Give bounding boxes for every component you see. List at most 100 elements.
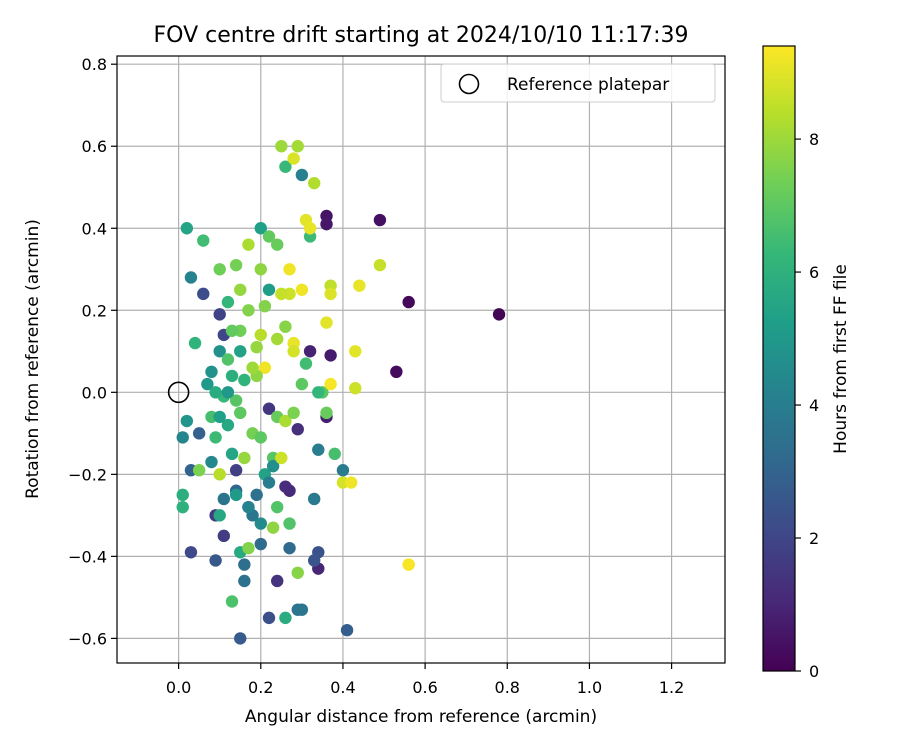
x-tick-label: 1.2 [659, 678, 684, 697]
data-point [287, 345, 300, 358]
data-point [184, 546, 198, 559]
data-point [307, 176, 321, 190]
data-point [287, 406, 300, 420]
y-axis-label: Rotation from reference (arcmin) [23, 219, 43, 499]
x-tick-label: 0.4 [330, 678, 355, 697]
data-point [295, 377, 309, 391]
data-point [291, 423, 304, 436]
y-tick-label: 0.6 [82, 137, 107, 156]
data-point [258, 299, 272, 313]
data-point [262, 402, 276, 415]
data-point [209, 386, 222, 399]
data-point [213, 308, 226, 321]
data-point [229, 464, 243, 477]
x-axis-label: Angular distance from reference (arcmin) [245, 707, 597, 727]
data-point [229, 394, 243, 407]
data-point [188, 336, 202, 350]
data-point [225, 447, 239, 461]
data-point [336, 464, 350, 477]
x-tick-label: 0.2 [248, 678, 273, 697]
data-point [262, 611, 276, 625]
y-tick-label: 0.0 [82, 383, 107, 402]
data-point [221, 353, 235, 366]
data-point [266, 459, 280, 473]
data-point [197, 287, 210, 301]
data-point [242, 541, 255, 555]
y-tick-label: 0.8 [82, 55, 107, 74]
data-point [299, 357, 313, 370]
legend-label-reference: Reference platepar [507, 75, 669, 95]
data-point [221, 418, 235, 432]
chart-title: FOV centre drift starting at 2024/10/10 … [154, 23, 689, 48]
data-point [295, 283, 309, 296]
data-point [303, 345, 317, 358]
y-tick-label: −0.2 [68, 465, 107, 484]
data-point [254, 328, 267, 342]
data-point [266, 521, 280, 534]
data-point [213, 345, 226, 358]
data-point [234, 345, 247, 358]
data-point [225, 324, 239, 337]
data-point [213, 410, 226, 424]
grid-lines [117, 56, 725, 663]
data-point [373, 258, 387, 272]
data-point [262, 476, 276, 489]
colorbar-tick-label: 8 [809, 130, 819, 149]
data-point [271, 332, 284, 346]
y-tick-label: −0.6 [68, 629, 107, 648]
data-point [176, 488, 189, 502]
data-point [209, 554, 222, 567]
data-point [221, 386, 235, 399]
data-point [221, 295, 235, 309]
data-point [180, 222, 194, 235]
x-tick-label: 1.0 [577, 678, 602, 697]
data-point [217, 492, 231, 506]
data-point [353, 279, 366, 292]
data-point [213, 263, 226, 276]
data-point [254, 537, 267, 551]
data-point [279, 160, 292, 173]
data-point [275, 287, 288, 301]
data-point [184, 271, 198, 284]
reference-platepar-marker [167, 381, 190, 404]
data-point [238, 373, 251, 387]
data-point [324, 349, 337, 362]
colorbar-tick-label: 0 [809, 662, 819, 681]
colorbar-label: Hours from first FF file [831, 264, 851, 454]
data-point [201, 377, 214, 391]
data-point [254, 517, 267, 530]
data-point [238, 574, 251, 588]
data-point [225, 595, 239, 608]
data-point [242, 500, 255, 514]
colorbar-gradient [762, 45, 796, 672]
data-point [402, 558, 415, 571]
data-point [307, 554, 321, 567]
data-point [238, 558, 251, 571]
data-point [225, 369, 239, 383]
y-tick-label: 0.2 [82, 301, 107, 320]
data-point [307, 492, 321, 506]
scatter-points [167, 140, 506, 645]
data-point [271, 574, 284, 588]
data-point [492, 308, 506, 321]
data-point [320, 316, 333, 329]
data-point [283, 263, 296, 276]
x-tick-label: 0.6 [412, 678, 437, 697]
data-point [328, 447, 341, 461]
data-point [279, 611, 292, 625]
data-point [209, 431, 222, 444]
data-point [340, 623, 354, 637]
data-point [197, 234, 210, 247]
data-point [324, 287, 337, 301]
data-point [291, 140, 304, 153]
data-point [262, 230, 276, 243]
data-point [192, 427, 206, 440]
colorbar-ticks: 0 2 4 6 8 [795, 130, 819, 681]
data-point [279, 320, 292, 333]
data-point [275, 451, 288, 465]
data-point [271, 500, 284, 514]
data-point [229, 488, 243, 502]
data-point [254, 431, 267, 444]
data-point [279, 480, 292, 493]
